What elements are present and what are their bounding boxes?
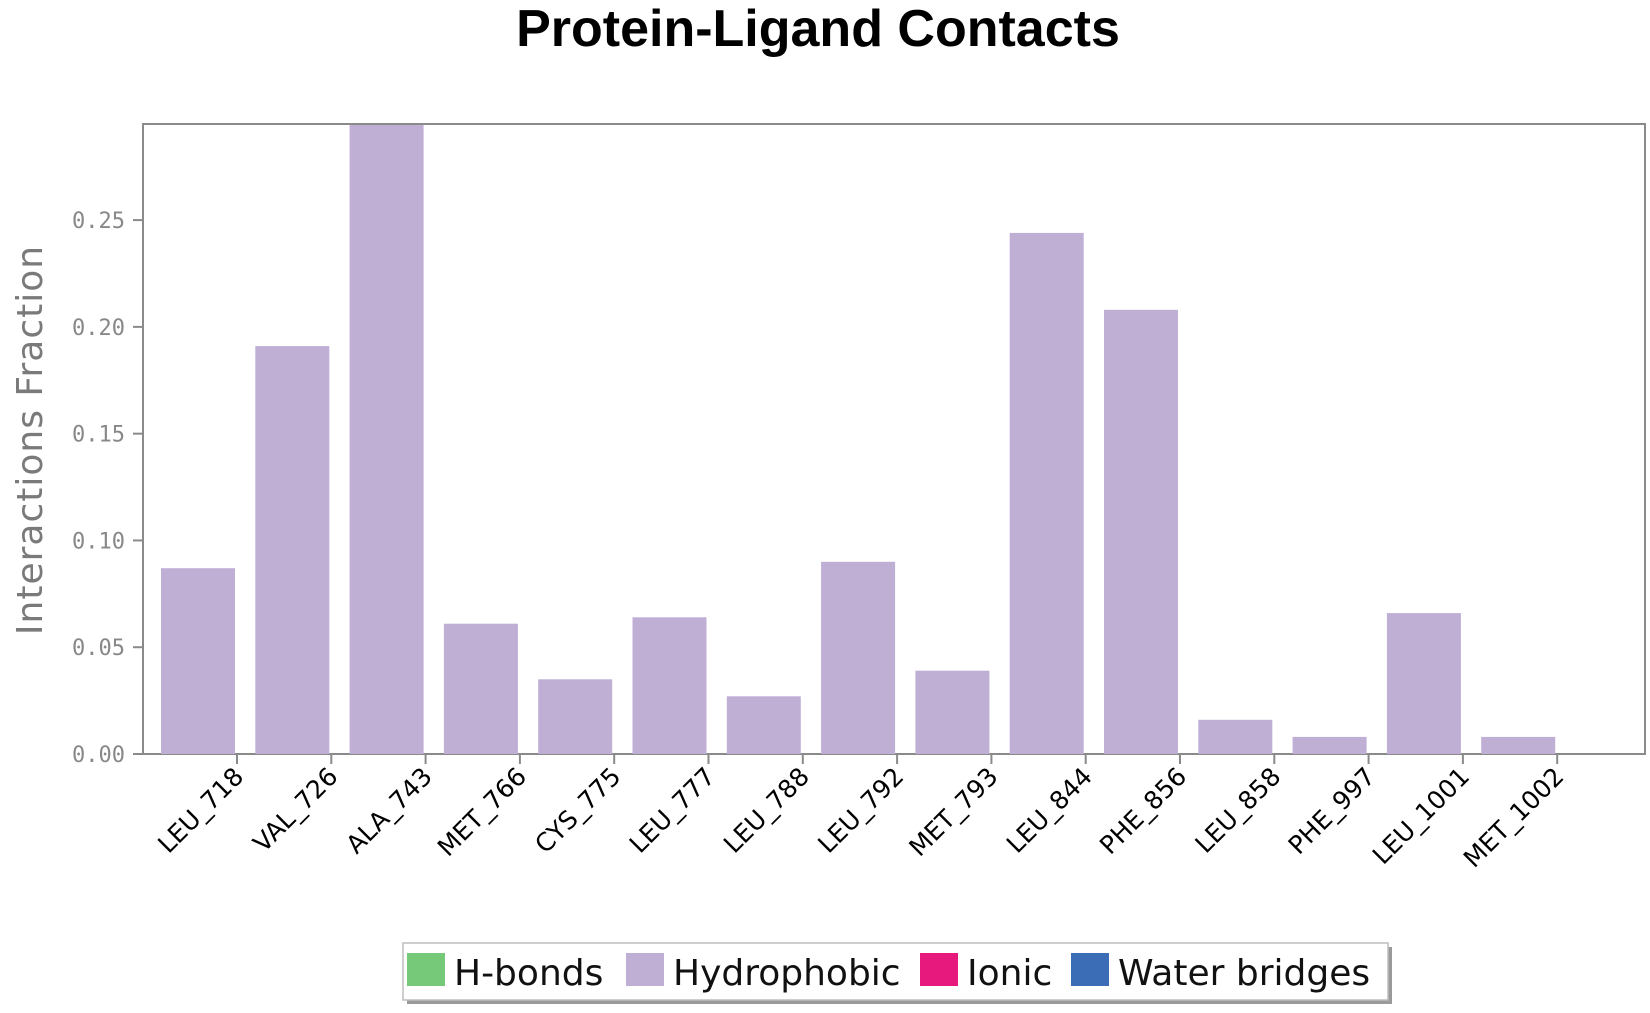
bar-hydrophobic-met-793 (915, 670, 990, 754)
x-tick-label-met-766: MET_766 (432, 762, 532, 862)
chart-title: Protein-Ligand Contacts (516, 0, 1120, 58)
y-tick-label: 0.25 (72, 209, 125, 234)
legend-label-water-bridges: Water bridges (1118, 953, 1370, 994)
bar-hydrophobic-val-726 (255, 346, 330, 754)
x-tick-label-ala-743: ALA_743 (340, 762, 438, 860)
x-tick-label-val-726: VAL_726 (248, 762, 344, 858)
legend-swatch-hydrophobic (626, 953, 664, 986)
x-tick-label-met-793: MET_793 (903, 762, 1003, 862)
x-tick-label-leu-858: LEU_858 (1189, 762, 1286, 859)
x-tick-label-leu-777: LEU_777 (624, 762, 721, 859)
legend-label-hydrophobic: Hydrophobic (673, 953, 901, 994)
bar-hydrophobic-leu-788 (726, 696, 801, 754)
y-tick-label: 0.05 (72, 636, 125, 661)
legend-swatch-ionic (920, 953, 958, 986)
x-axis-ticks: LEU_718VAL_726ALA_743MET_766CYS_775LEU_7… (152, 754, 1569, 873)
legend-swatch-water-bridges (1071, 953, 1109, 986)
bar-hydrophobic-leu-777 (632, 617, 707, 754)
x-tick-label-leu-844: LEU_844 (1001, 762, 1098, 859)
bar-hydrophobic-cys-775 (538, 679, 613, 754)
x-tick-label-leu-788: LEU_788 (718, 762, 815, 859)
bar-hydrophobic-ala-743 (349, 125, 424, 754)
y-tick-label: 0.20 (72, 316, 125, 341)
bar-hydrophobic-leu-718 (161, 568, 235, 754)
bar-hydrophobic-leu-792 (821, 561, 896, 754)
y-tick-label: 0.10 (72, 529, 125, 554)
bar-hydrophobic-phe-997 (1292, 736, 1367, 754)
bar-hydrophobic-leu-844 (1009, 232, 1084, 754)
x-tick-label-cys-775: CYS_775 (529, 762, 626, 859)
bar-hydrophobic-leu-1001 (1386, 613, 1461, 754)
x-tick-label-phe-997: PHE_997 (1283, 762, 1381, 860)
x-tick-label-met-1002: MET_1002 (1458, 762, 1570, 874)
y-axis-label: Interactions Fraction (10, 245, 51, 635)
legend-swatch-h-bonds (407, 953, 445, 986)
bars (161, 125, 1556, 754)
legend-label-ionic: Ionic (967, 953, 1052, 994)
bar-hydrophobic-met-1002 (1481, 736, 1556, 754)
bar-hydrophobic-met-766 (443, 623, 518, 754)
bar-hydrophobic-leu-858 (1198, 719, 1273, 754)
legend: H-bonds Hydrophobic Ionic Water bridges (402, 942, 1392, 1004)
legend-box (402, 942, 1389, 1001)
y-tick-label: 0.00 (72, 743, 125, 768)
x-tick-label-phe-856: PHE_856 (1094, 762, 1192, 860)
bar-hydrophobic-phe-856 (1104, 309, 1178, 754)
legend-label-h-bonds: H-bonds (454, 953, 603, 994)
y-tick-label: 0.15 (72, 423, 125, 448)
y-axis-ticks: 0.00 0.05 0.10 0.15 0.20 0.25 (72, 209, 143, 768)
x-tick-label-leu-792: LEU_792 (812, 762, 909, 859)
x-tick-label-leu-718: LEU_718 (152, 762, 249, 859)
